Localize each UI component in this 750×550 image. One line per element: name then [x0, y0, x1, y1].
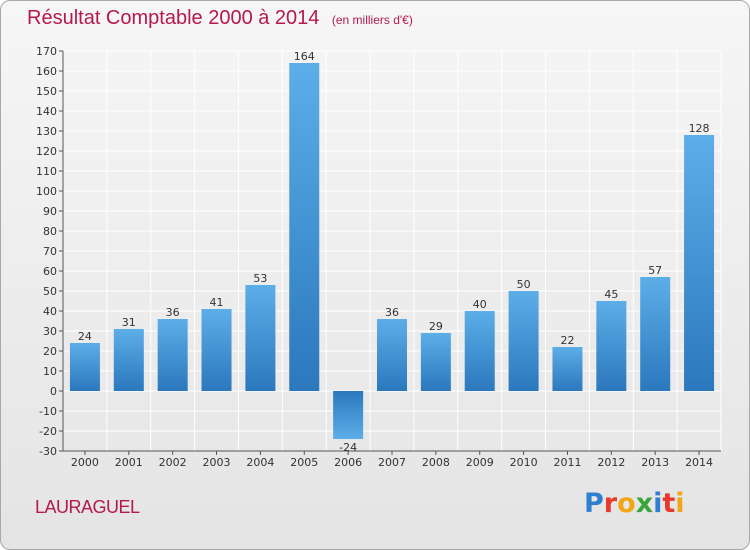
x-tick-label: 2003 [203, 456, 231, 469]
data-label: 36 [385, 306, 399, 319]
data-label: 50 [517, 278, 531, 291]
x-tick-label: 2002 [159, 456, 187, 469]
bar [684, 135, 715, 391]
x-tick-label: 2014 [685, 456, 713, 469]
data-label: -24 [339, 441, 357, 454]
data-label: 40 [473, 298, 487, 311]
y-tick-label: 0 [50, 385, 57, 398]
data-label: 45 [604, 288, 618, 301]
proxiti-logo: Proxiti [584, 488, 685, 519]
x-tick-label: 2010 [510, 456, 538, 469]
y-tick-label: 30 [43, 325, 57, 338]
y-tick-label: 100 [36, 185, 57, 198]
bar [289, 63, 320, 391]
y-tick-label: -20 [39, 425, 57, 438]
x-tick-label: 2004 [246, 456, 274, 469]
data-label: 128 [689, 122, 710, 135]
y-tick-label: 90 [43, 205, 57, 218]
data-label: 29 [429, 320, 443, 333]
bar [508, 291, 539, 391]
logo-letter: i [653, 488, 663, 519]
x-tick-label: 2012 [597, 456, 625, 469]
x-tick-label: 2013 [641, 456, 669, 469]
data-label: 57 [648, 264, 662, 277]
y-tick-label: 140 [36, 105, 57, 118]
y-tick-label: 160 [36, 65, 57, 78]
data-label: 164 [294, 50, 315, 63]
logo-letter: i [675, 488, 685, 519]
bar [377, 319, 407, 391]
chart-title-row: Résultat Comptable 2000 à 2014 (en milli… [27, 7, 413, 30]
data-label: 24 [78, 330, 92, 343]
bar [640, 277, 671, 391]
bar [69, 343, 100, 391]
y-tick-label: -10 [39, 405, 57, 418]
y-tick-label: 20 [43, 345, 57, 358]
y-tick-label: -30 [39, 445, 57, 458]
x-tick-label: 2009 [466, 456, 494, 469]
data-label: 53 [253, 272, 267, 285]
y-tick-label: 110 [36, 165, 57, 178]
x-tick-label: 2000 [71, 456, 99, 469]
logo-letter: P [584, 488, 604, 519]
logo-letter: r [603, 488, 618, 519]
y-tick-label: 80 [43, 225, 57, 238]
x-tick-label: 2006 [334, 456, 362, 469]
y-tick-label: 70 [43, 245, 57, 258]
bar [201, 309, 232, 391]
x-tick-label: 2007 [378, 456, 406, 469]
y-tick-label: 120 [36, 145, 57, 158]
bar [420, 333, 451, 391]
logo-letter: o [617, 488, 636, 519]
unit-note: (en milliers d'€) [331, 13, 413, 27]
x-tick-label: 2011 [553, 456, 581, 469]
y-tick-label: 150 [36, 85, 57, 98]
logo-letter: t [662, 488, 676, 519]
x-tick-label: 2005 [290, 456, 318, 469]
bar [464, 311, 495, 391]
y-tick-label: 50 [43, 285, 57, 298]
x-tick-label: 2008 [422, 456, 450, 469]
bar [157, 319, 188, 391]
logo-letter: x [635, 488, 654, 519]
y-tick-label: 60 [43, 265, 57, 278]
data-label: 41 [210, 296, 224, 309]
y-tick-label: 10 [43, 365, 57, 378]
data-label: 31 [122, 316, 136, 329]
y-tick-label: 130 [36, 125, 57, 138]
bar [552, 347, 583, 391]
bar [245, 285, 276, 391]
bar [596, 301, 627, 391]
x-tick-label: 2001 [115, 456, 143, 469]
bar [333, 391, 364, 439]
data-label: 22 [560, 334, 574, 347]
bar [113, 329, 144, 391]
y-tick-label: 40 [43, 305, 57, 318]
data-label: 36 [166, 306, 180, 319]
chart-title: Résultat Comptable 2000 à 2014 [27, 7, 320, 29]
commune-name: LAURAGUEL [35, 497, 140, 517]
y-tick-label: 170 [36, 45, 57, 58]
